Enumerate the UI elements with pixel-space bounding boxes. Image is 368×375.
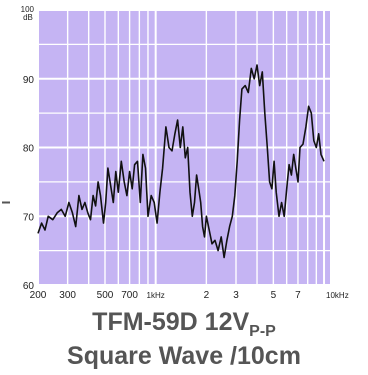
x-tick-label: 300 <box>59 290 76 300</box>
y-tick-label: 90 <box>23 75 35 86</box>
x-tick-label: 200 <box>30 290 47 300</box>
chart-subtitle: Square Wave /10cm <box>67 342 301 370</box>
x-tick-label: 7 <box>295 290 301 300</box>
y-tick-label: 100 <box>21 5 35 14</box>
chart-title-subscript: P-P <box>249 323 276 340</box>
y-tick-label: 80 <box>23 144 35 155</box>
series-line <box>37 64 325 259</box>
x-tick-label: 3 <box>233 290 239 300</box>
x-tick-label: 700 <box>121 290 138 300</box>
x-tick-label: 1kHz <box>147 291 165 300</box>
x-tick-label: 500 <box>97 290 114 300</box>
y-tick-label: 70 <box>23 212 35 223</box>
x-tick-label: 2 <box>204 290 210 300</box>
x-tick-label: 5 <box>271 290 277 300</box>
y-unit-label: dB <box>23 13 33 22</box>
chart-title: TFM-59D 12VP-P <box>92 308 276 340</box>
x-tick-label: 10kHz <box>326 291 349 300</box>
y-tick-label: 60 <box>23 281 35 292</box>
grid <box>37 9 332 286</box>
